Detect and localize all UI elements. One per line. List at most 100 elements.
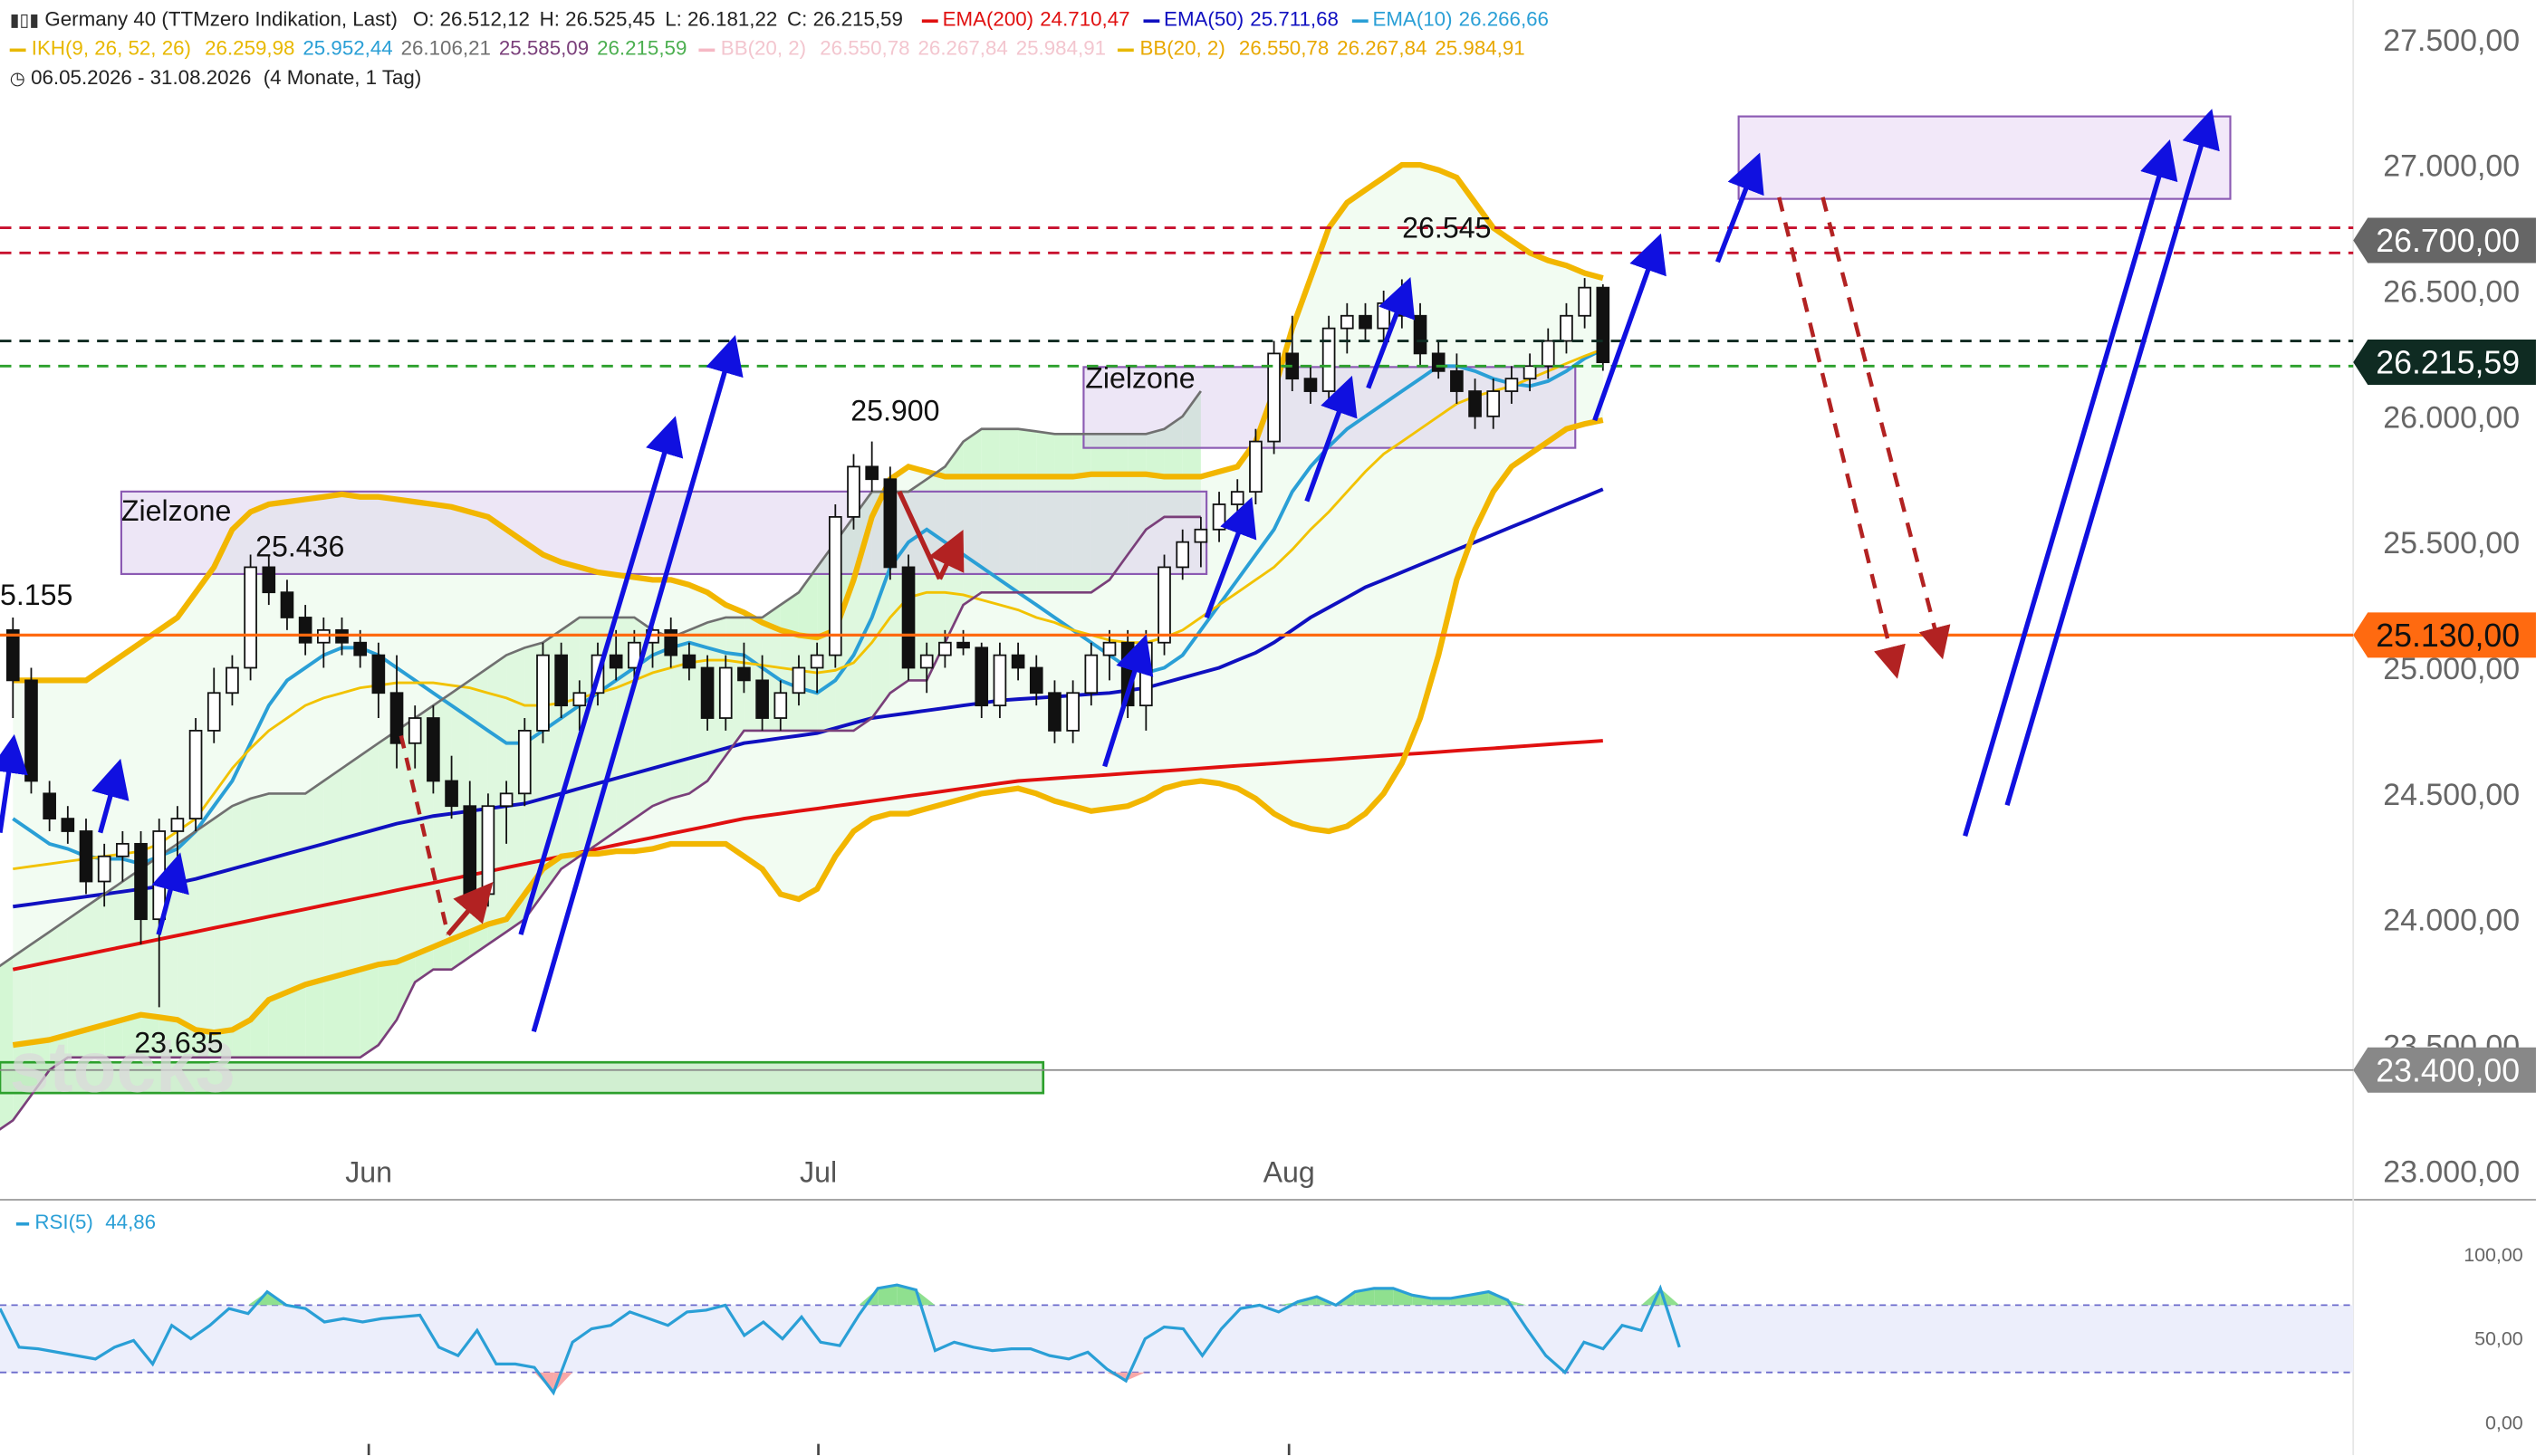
bb-faint-label[interactable]: BB(20, 2)	[720, 37, 807, 61]
x-tick-label: Jul	[800, 1155, 837, 1188]
price-tag-text: 26.700,00	[2376, 223, 2520, 259]
horizontal-levels[interactable]	[0, 226, 2354, 1071]
ikh-label[interactable]: IKH(9, 26, 52, 26)	[31, 37, 191, 61]
series-line-5	[12, 417, 1604, 1049]
series-line-3	[13, 348, 1604, 871]
y-tick-label: 26.000,00	[2383, 400, 2520, 435]
candle-body	[1230, 491, 1244, 505]
candle-body	[919, 654, 934, 669]
candle-body	[463, 805, 477, 896]
price-tag-3: 23.400,00	[2353, 1047, 2536, 1093]
arrow-red-1b	[446, 882, 494, 936]
rsi-tick-label: 100,00	[2464, 1244, 2523, 1266]
candle-body	[1523, 365, 1537, 380]
ikh-value-2: 26.106,21	[400, 37, 491, 61]
candle-body	[408, 717, 422, 744]
indicator-value-2: 26.266,66	[1458, 7, 1549, 31]
candle-body	[1084, 654, 1099, 694]
x-tick-label: Jun	[345, 1155, 392, 1188]
candle-body	[116, 842, 130, 857]
candle-body	[1011, 654, 1025, 669]
candle-body	[170, 818, 185, 832]
rsi-legend: RSI(5) 44,86	[15, 1211, 156, 1234]
candle-body	[847, 465, 860, 518]
candle-body	[1249, 440, 1263, 493]
x-tick-label: Aug	[1263, 1155, 1315, 1188]
candle-body	[226, 666, 239, 694]
candle-body	[353, 641, 367, 656]
candle-body	[188, 730, 203, 819]
rsi-overbought-fill	[1393, 1288, 1413, 1306]
rsi-overbought-fill	[1335, 1291, 1356, 1306]
price-tag-bg	[2353, 339, 2536, 385]
rsi-overbought-fill	[859, 1288, 879, 1306]
y-tick-label: 26.500,00	[2383, 274, 2520, 309]
candle-body	[389, 692, 404, 744]
candle-body	[956, 641, 970, 649]
indicator-value-0: 24.710,47	[1040, 7, 1130, 31]
arrow-red-dashed-1	[399, 734, 450, 935]
candle-body	[1560, 314, 1573, 342]
arrow-blue-1	[0, 733, 28, 834]
candle-body	[1578, 286, 1591, 317]
candle-body	[1413, 314, 1427, 355]
rsi-panel[interactable]: 100,00 50,00 0,00	[0, 1244, 2523, 1434]
y-tick-label: 23.000,00	[2383, 1154, 2520, 1189]
y-tick-label: 24.500,00	[2383, 778, 2520, 812]
arrow-blue-6	[1102, 634, 1154, 768]
rsi-tick-label: 0,00	[2485, 1413, 2523, 1434]
candle-body	[883, 478, 898, 569]
candle-body	[79, 830, 93, 883]
candle-body	[1359, 314, 1372, 330]
candle-body	[517, 730, 532, 795]
date-range-detail: (4 Monate, 1 Tag)	[263, 66, 422, 90]
candle-body	[828, 515, 842, 656]
series-line-0	[12, 739, 1603, 972]
candle-body	[24, 679, 38, 782]
instrument-title[interactable]: Germany 40 (TTMzero Indikation, Last)	[44, 7, 398, 31]
bb-faint-values: 26.550,78 26.267,84 25.984,91	[812, 37, 1106, 60]
legend-row-3: ◷ 06.05.2026 - 31.08.2026 (4 Monate, 1 T…	[10, 66, 422, 89]
rsi-overbought-fill	[1431, 1298, 1451, 1306]
drawn-arrows[interactable]	[0, 109, 2220, 1033]
candle-body	[1377, 302, 1390, 330]
price-tag-bg	[2353, 217, 2536, 263]
ohlc-values: O: 26.512,12 H: 26.525,45 L: 26.181,22 C: 2…	[403, 8, 903, 31]
label-zielzone-right: Zielzone	[1085, 362, 1195, 395]
candle-body	[993, 654, 1007, 707]
candle-body	[61, 818, 75, 832]
rsi-oversold-fill	[1107, 1372, 1127, 1381]
candle-body	[152, 830, 167, 921]
candle-body	[427, 717, 440, 782]
candle-body	[1431, 352, 1446, 372]
arrow-blue-7	[1204, 496, 1257, 619]
candle-body	[1158, 566, 1171, 644]
rsi-tick-label: 50,00	[2474, 1328, 2523, 1350]
candle-body	[810, 654, 824, 669]
arrow-red-2b	[928, 529, 965, 580]
indicator-value-1: 25.711,68	[1250, 7, 1339, 31]
clock-icon: ◷	[9, 69, 25, 90]
candle-body	[1303, 378, 1318, 392]
watermark-stock3: stock3	[10, 1027, 235, 1106]
label-high-25900: 25.900	[850, 394, 939, 426]
candle-body	[755, 679, 769, 719]
candle-body	[1102, 641, 1117, 656]
candle-body	[1066, 692, 1080, 732]
candle-body	[572, 692, 587, 707]
candle-body	[244, 566, 257, 669]
ohlc-2: L: 26.181,22	[665, 7, 778, 31]
ikh-values: 26.259,98 25.952,44 26.106,21 25.585,09 26.2…	[197, 37, 687, 60]
bb-label[interactable]: BB(20, 2)	[1139, 37, 1225, 61]
zielzone-left-box[interactable]	[120, 490, 1208, 575]
support-box-green[interactable]	[0, 1060, 1045, 1095]
candle-body	[445, 780, 458, 808]
candles[interactable]	[5, 278, 1610, 1008]
rsi-label[interactable]: RSI(5)	[34, 1211, 93, 1234]
price-tag-1: 26.215,59	[2353, 339, 2536, 385]
time-axis[interactable]: Jun Jul Aug	[345, 1155, 1315, 1456]
price-tag-0: 26.700,00	[2353, 217, 2536, 263]
y-tick-label: 27.500,00	[2383, 24, 2520, 58]
